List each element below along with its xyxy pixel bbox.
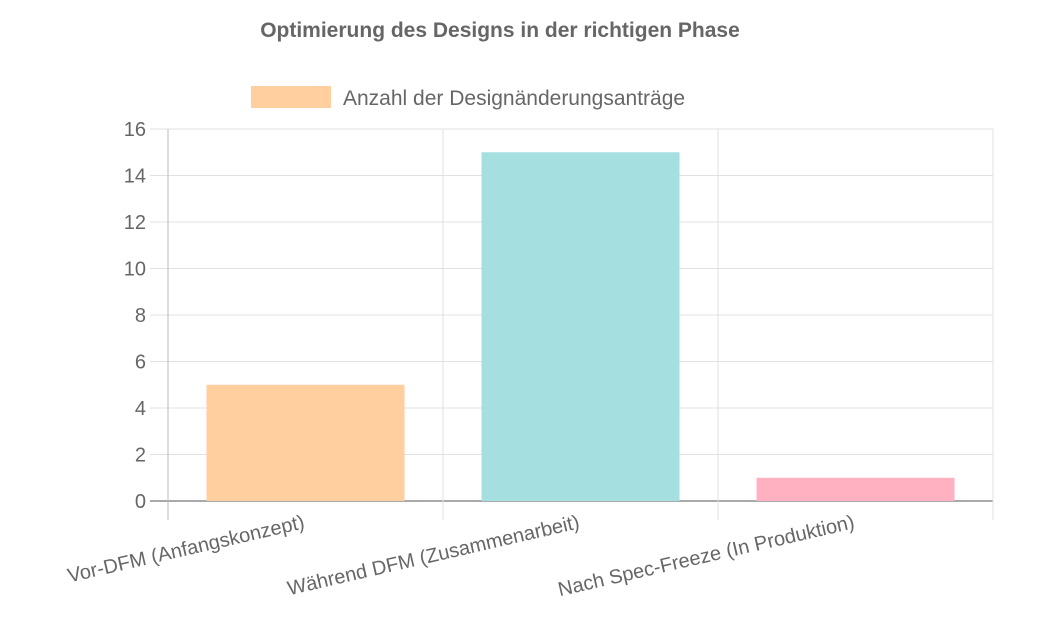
y-tick-label: 14 [124, 166, 146, 188]
legend-label[interactable]: Anzahl der Designänderungsanträge [343, 87, 685, 110]
y-tick-label: 8 [135, 305, 146, 327]
y-tick-label: 6 [135, 352, 146, 374]
y-tick-label: 4 [135, 398, 146, 420]
x-tick-label: Vor-DFM (Anfangskonzept) [66, 511, 307, 587]
y-tick-label: 10 [124, 259, 146, 281]
bar [756, 477, 955, 501]
x-tick-label: Nach Spec-Freeze (In Produktion) [556, 511, 857, 601]
y-tick-label: 16 [124, 119, 146, 141]
legend-swatch[interactable] [251, 86, 331, 108]
y-tick-label: 0 [135, 491, 146, 513]
chart-title: Optimierung des Designs in der richtigen… [260, 19, 740, 42]
x-tick-label: Während DFM (Zusammenarbeit) [285, 511, 581, 600]
bar [481, 152, 680, 501]
y-tick-label: 2 [135, 445, 146, 467]
y-tick-label: 12 [124, 212, 146, 234]
bar [206, 384, 405, 501]
